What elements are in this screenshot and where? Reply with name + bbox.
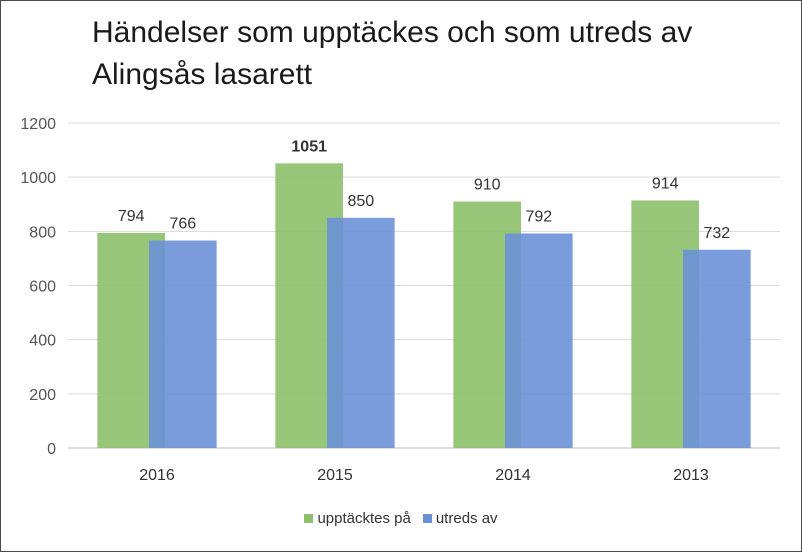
x-tick-label: 2013 (673, 467, 709, 484)
x-tick-label: 2014 (495, 467, 531, 484)
bar-series-2 (504, 233, 573, 448)
legend-item-series-1: upptäcktes på (304, 510, 411, 527)
legend: upptäcktes på utreds av (0, 510, 802, 527)
bar-series-2 (326, 217, 395, 448)
data-label-series-2: 732 (703, 225, 730, 242)
x-tick-label: 2016 (139, 467, 175, 484)
data-label-series-1: 914 (652, 175, 679, 192)
y-tick-label: 400 (29, 333, 56, 350)
y-tick-label: 600 (29, 279, 56, 296)
y-tick-label: 800 (29, 224, 56, 241)
legend-swatch-series-1 (304, 514, 314, 523)
legend-swatch-series-2 (422, 514, 432, 523)
y-tick-label: 1200 (20, 116, 56, 133)
data-label-series-1: 910 (474, 177, 501, 194)
data-label-series-1: 794 (118, 208, 145, 225)
data-label-series-2: 792 (525, 209, 552, 226)
data-label-series-2: 850 (347, 193, 374, 210)
bar-series-2 (682, 249, 751, 448)
legend-label-series-1: upptäcktes på (317, 510, 411, 527)
y-tick-label: 200 (29, 387, 56, 404)
x-tick-label: 2015 (317, 467, 353, 484)
legend-item-series-2: utreds av (422, 510, 498, 527)
data-label-series-2: 766 (169, 216, 196, 233)
y-tick-label: 0 (47, 441, 56, 458)
y-tick-label: 1000 (20, 170, 56, 187)
bar-series-2 (148, 240, 217, 448)
legend-label-series-2: utreds av (435, 510, 498, 527)
data-label-series-1: 1051 (291, 138, 327, 155)
chart-title: Händelser som upptäckes och som utreds a… (92, 16, 693, 91)
